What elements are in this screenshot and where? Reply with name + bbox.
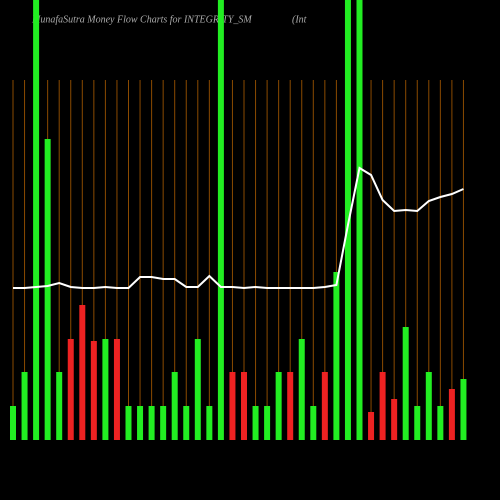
bar [321,372,328,440]
bar [402,327,409,440]
bar [148,406,155,440]
bar [102,339,109,440]
bar [171,372,178,440]
bar [160,406,167,440]
bar [217,0,224,440]
bar [137,406,144,440]
bar [460,379,467,440]
bar [368,412,375,440]
bar [90,341,97,440]
bar [44,139,51,440]
bar [33,0,40,440]
bar [113,339,120,440]
bar [264,406,271,440]
bar [206,406,213,440]
bar [287,372,294,440]
bar [298,339,305,440]
bar [448,389,455,440]
bar [229,372,236,440]
bar [241,372,247,440]
bar [183,406,190,440]
bar [333,272,340,440]
bar [391,399,398,440]
trend-line [13,166,464,290]
bar [275,372,282,440]
bar [252,406,259,440]
chart-subtitle: (Int [292,14,307,25]
bar [437,406,444,440]
bar [310,406,317,440]
bar [379,372,386,440]
bar [125,406,132,440]
bar [414,406,421,440]
bar [356,0,363,440]
bar [10,406,16,440]
bar [194,339,201,440]
bar [21,372,28,440]
bar [79,305,86,440]
bar [425,372,432,440]
chart-title: MunafaSutra Money Flow Charts for INTEGR… [31,14,252,25]
bar [56,372,63,440]
bar [67,339,74,440]
